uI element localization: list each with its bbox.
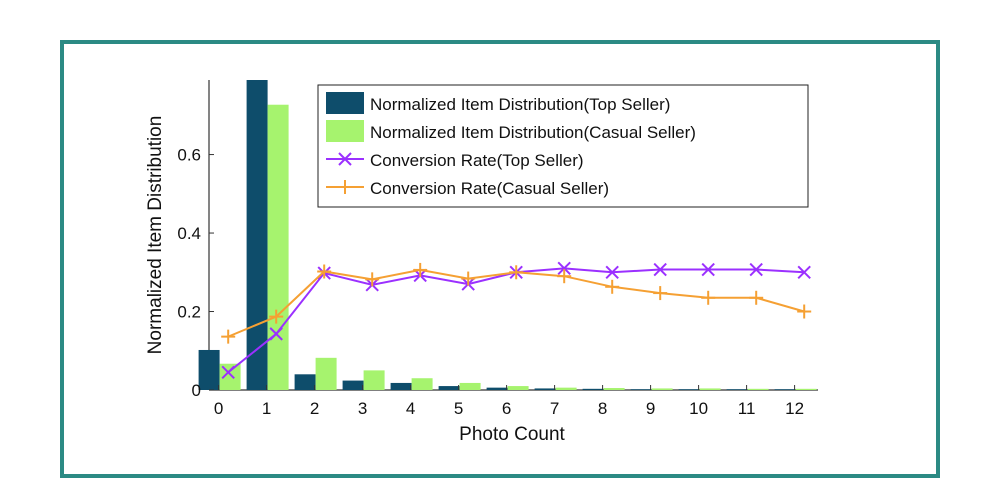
x-tick-label: 4 <box>406 399 415 418</box>
bar-top-seller <box>630 389 652 390</box>
point-casual-seller <box>557 269 572 284</box>
point-casual-seller <box>797 304 812 319</box>
x-tick-label: 5 <box>454 399 463 418</box>
point-top-seller <box>749 262 763 277</box>
bar-top-seller <box>438 386 460 390</box>
point-casual-seller <box>605 279 620 294</box>
bar-top-seller <box>294 374 316 390</box>
bar-casual-seller <box>411 378 433 390</box>
marker-stroke <box>797 265 811 279</box>
legend: Normalized Item Distribution(Top Seller)… <box>317 84 809 208</box>
legend-label: Normalized Item Distribution(Top Seller) <box>370 95 670 114</box>
legend-swatch <box>326 92 364 114</box>
legend-label: Conversion Rate(Top Seller) <box>370 151 584 170</box>
x-tick-label: 6 <box>502 399 511 418</box>
point-top-seller <box>605 265 619 279</box>
bar-top-seller <box>246 80 268 390</box>
bar-casual-seller <box>603 388 625 390</box>
bar-casual-seller <box>651 388 673 390</box>
point-casual-seller <box>509 265 524 280</box>
point-casual-seller <box>269 309 284 324</box>
y-axis-title: Normalized Item Distribution <box>145 116 166 355</box>
marker-stroke <box>653 262 667 277</box>
legend-box <box>317 84 809 208</box>
bar-casual-seller <box>363 370 385 390</box>
bar-casual-seller <box>315 357 337 390</box>
marker-stroke <box>557 261 571 276</box>
bar-top-seller <box>678 389 700 390</box>
y-tick-label: 0.2 <box>177 303 201 322</box>
point-top-seller <box>701 262 715 277</box>
bar-top-seller <box>774 389 796 390</box>
legend-swatch <box>326 120 364 142</box>
x-tick-label: 11 <box>738 399 756 418</box>
x-tick-label: 7 <box>550 399 559 418</box>
x-tick-label: 10 <box>689 399 708 418</box>
x-tick-label: 2 <box>310 399 319 418</box>
point-top-seller <box>221 365 235 380</box>
marker-stroke <box>701 262 715 277</box>
point-casual-seller <box>413 262 428 277</box>
point-casual-seller <box>221 329 236 344</box>
legend-label: Conversion Rate(Casual Seller) <box>370 179 609 198</box>
x-tick-label: 12 <box>785 399 804 418</box>
bar-top-seller <box>582 388 604 390</box>
marker-stroke <box>221 365 235 380</box>
x-tick-label: 0 <box>214 399 223 418</box>
point-casual-seller <box>701 290 716 305</box>
bar-top-seller <box>534 388 556 390</box>
x-tick-label: 9 <box>646 399 655 418</box>
bar-top-seller <box>390 382 412 390</box>
x-axis-title: Photo Count <box>459 424 565 445</box>
point-top-seller <box>557 261 571 276</box>
bar-top-seller <box>342 380 364 390</box>
bar-casual-seller <box>459 382 481 390</box>
marker-stroke <box>605 265 619 279</box>
bar-top-seller <box>486 387 508 390</box>
lines <box>221 261 812 380</box>
bar-casual-seller <box>795 388 817 390</box>
marker-stroke <box>749 262 763 277</box>
line-top-seller <box>227 267 805 374</box>
point-casual-seller <box>317 264 332 279</box>
point-casual-seller <box>461 271 476 286</box>
marker-stroke <box>269 327 283 341</box>
line-casual-seller <box>227 268 805 338</box>
bar-casual-seller <box>555 387 577 390</box>
point-top-seller <box>653 262 667 277</box>
x-tick-label: 1 <box>262 399 271 418</box>
legend-label: Normalized Item Distribution(Casual Sell… <box>370 123 696 142</box>
x-tick-label: 8 <box>598 399 607 418</box>
point-casual-seller <box>653 286 668 301</box>
bar-casual-seller <box>747 388 769 390</box>
bar-casual-seller <box>699 388 721 390</box>
legend-marker <box>338 180 352 194</box>
bar-casual-seller <box>267 104 289 390</box>
bar-top-seller <box>198 349 220 390</box>
point-top-seller <box>797 265 811 279</box>
y-tick-label: 0.4 <box>177 224 201 243</box>
bar-casual-seller <box>507 386 529 390</box>
x-tick-label: 3 <box>358 399 367 418</box>
y-tick-label: 0.6 <box>177 146 201 165</box>
point-casual-seller <box>749 290 764 305</box>
point-casual-seller <box>365 272 380 287</box>
legend-marker <box>338 152 352 166</box>
y-tick-label: 0 <box>192 381 201 400</box>
point-top-seller <box>269 327 283 341</box>
marker-stroke <box>338 152 352 166</box>
bar-top-seller <box>726 389 748 390</box>
